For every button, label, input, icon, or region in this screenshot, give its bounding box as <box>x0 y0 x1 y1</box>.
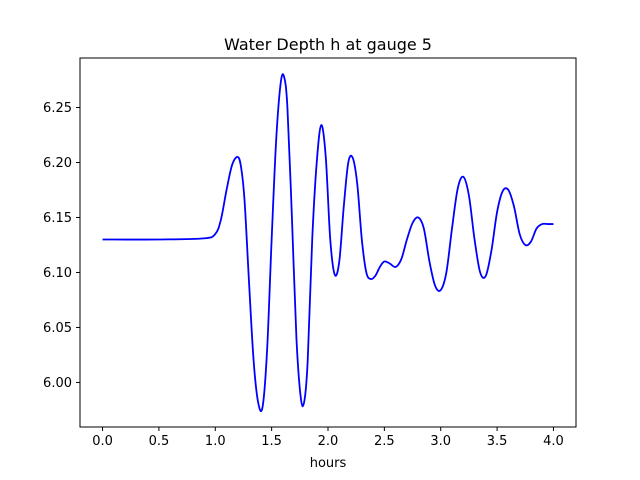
x-tick-label: 0.5 <box>149 434 170 449</box>
y-axis-ticks: 6.00 6.05 6.10 6.15 6.20 6.25 <box>43 101 80 391</box>
x-axis-ticks: 0.0 0.5 1.0 1.5 2.0 2.5 3.0 3.5 4.0 <box>92 427 564 449</box>
x-tick-label: 0.0 <box>92 434 113 449</box>
y-tick-label: 6.15 <box>43 211 72 226</box>
x-tick-label: 2.0 <box>318 434 339 449</box>
x-tick-label: 2.5 <box>374 434 395 449</box>
y-tick-label: 6.05 <box>43 321 72 336</box>
x-tick-label: 1.5 <box>261 434 282 449</box>
x-tick-label: 3.5 <box>487 434 508 449</box>
series-line <box>102 73 554 413</box>
x-tick-label: 1.0 <box>205 434 226 449</box>
y-tick-label: 6.00 <box>43 376 72 391</box>
y-tick-label: 6.20 <box>43 156 72 171</box>
chart-title: Water Depth h at gauge 5 <box>224 35 432 54</box>
y-tick-label: 6.25 <box>43 101 72 116</box>
y-tick-label: 6.10 <box>43 266 72 281</box>
x-tick-label: 3.0 <box>430 434 451 449</box>
x-tick-label: 4.0 <box>543 434 564 449</box>
x-axis-label: hours <box>310 456 347 471</box>
